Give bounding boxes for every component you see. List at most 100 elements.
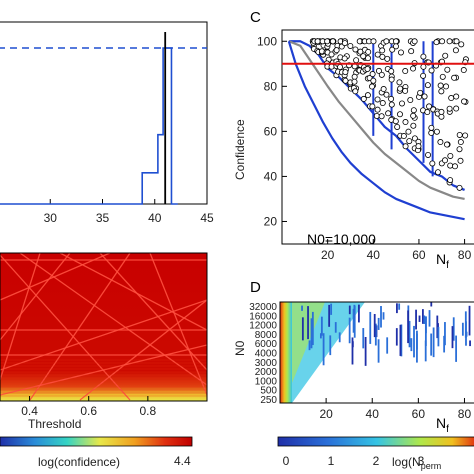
panel-c-point — [388, 68, 395, 75]
panel-d-cell — [364, 336, 367, 366]
panel-c-point — [370, 38, 377, 45]
panel-b-ridge — [79, 299, 207, 401]
panel-c-point — [411, 38, 418, 45]
panel-c-x-tick-label: 40 — [367, 248, 381, 262]
panel-c-point — [374, 51, 381, 58]
panel-c-point — [437, 139, 444, 146]
panel-d-cell — [423, 315, 426, 324]
panel-b-x-tick-label: 0.6 — [80, 404, 97, 418]
panel-d-cell — [464, 311, 467, 338]
panel-b-ridge — [0, 299, 207, 371]
panel-c-point — [379, 53, 386, 60]
panel-d-cell — [380, 306, 382, 328]
panel-c-point — [388, 95, 395, 102]
panel-c-point — [397, 49, 404, 56]
panel-c-point — [383, 38, 390, 45]
panel-c-point — [458, 41, 465, 48]
panel-c-point — [407, 97, 414, 104]
panel-d-cell — [428, 310, 431, 327]
panel-d-cell — [430, 333, 433, 356]
panel-d-x-tick-label: 60 — [412, 407, 426, 421]
panel-c-point — [428, 129, 435, 136]
panel-c-point — [394, 123, 401, 130]
panel-c-point — [457, 157, 464, 164]
panel-b-ridge — [0, 253, 41, 381]
panel-c-point — [352, 46, 359, 53]
panel-d-x-tick-label: 80 — [458, 407, 472, 421]
panel-d-heatmap — [280, 302, 471, 403]
panel-d-cell — [437, 326, 440, 347]
panel-c-point — [410, 122, 417, 129]
panel-b-x-axis-label: Threshold — [28, 417, 81, 431]
panel-d-cell — [455, 335, 458, 362]
panel-d-y-tick-label: 8000 — [255, 330, 278, 341]
panel-c-point — [385, 110, 392, 117]
panel-d-x-axis-label: Nf — [436, 415, 449, 435]
panel-d-colorbar — [277, 436, 474, 447]
panel-c-x-tick-label: 80 — [458, 248, 472, 262]
panel-c-point — [421, 93, 428, 100]
panel-c-point — [424, 82, 431, 89]
panel-c-point — [378, 71, 385, 78]
panel-a-x-tick-label: 30 — [44, 211, 58, 225]
panel-d-cell — [373, 313, 376, 338]
panel-c-point — [351, 78, 358, 85]
panel-d-cell — [400, 324, 403, 357]
panel-c-point — [406, 138, 413, 145]
panel-c-point — [378, 113, 385, 120]
panel-c-point — [333, 47, 340, 54]
panel-b-ridge — [0, 253, 111, 301]
panel-c-point — [451, 163, 458, 170]
panel-d-left-edge — [280, 302, 292, 403]
panel-c-point — [408, 48, 415, 55]
panel-c-letter: C — [250, 9, 261, 26]
panel-c-point — [398, 100, 405, 107]
panel-c-point — [365, 48, 372, 55]
panel-c-point — [462, 132, 469, 139]
panel-d-cell — [418, 315, 421, 322]
panel-c-point — [341, 40, 348, 47]
panel-c-point — [375, 67, 382, 74]
panel-c-point — [324, 38, 331, 45]
panel-c-point — [420, 53, 427, 60]
panel-c-point — [456, 184, 463, 191]
panel-c-point — [392, 43, 399, 50]
panel-b-ridge — [29, 253, 131, 401]
panel-c-scatter-points — [309, 38, 469, 191]
panel-c-point — [397, 85, 404, 92]
panel-c-point — [447, 152, 454, 159]
panel-c-point — [347, 42, 354, 49]
panel-c-point — [410, 112, 417, 119]
panel-c-point — [417, 89, 424, 96]
panel-c-point — [441, 157, 448, 164]
panel-c-point — [411, 135, 418, 142]
panel-c-point — [410, 65, 417, 72]
panel-d-cell — [351, 341, 354, 348]
panel-c-point — [384, 55, 391, 62]
panel-c-point — [352, 88, 359, 95]
panel-c-point — [388, 76, 395, 83]
panel-c-y-tick-label: 100 — [257, 34, 277, 48]
panel-d-cell — [301, 317, 304, 341]
panel-d-y-tick-label: 250 — [260, 395, 277, 406]
panel-d-cell — [311, 311, 314, 346]
panel-d-cell — [444, 322, 446, 346]
panel-c-point — [453, 105, 460, 112]
panel-d-y-tick-label: 32000 — [249, 302, 277, 313]
panel-d: D 32000160001200080006000400030002000100… — [233, 279, 474, 471]
panel-d-y-axis-label: N0 — [233, 340, 247, 356]
panel-d-cell — [413, 325, 415, 358]
panel-b-x-tick-label: 0.4 — [21, 404, 38, 418]
panel-c-point — [405, 128, 412, 135]
panel-c-y-tick-label: 80 — [264, 79, 278, 93]
panel-d-colorbar-label-main: log(N — [392, 455, 421, 469]
panel-c-point — [415, 143, 422, 150]
panel-d-cell — [301, 305, 303, 311]
panel-c-annotation: N0=10,000 — [307, 231, 376, 247]
panel-c-point — [434, 169, 441, 176]
panel-c-x-tick-label: 20 — [321, 248, 335, 262]
panel-c-y-tick-label: 20 — [264, 214, 278, 228]
panel-d-cell — [319, 333, 322, 339]
panel-d-cell — [348, 317, 351, 344]
panel-d-y-tick-label: 3000 — [255, 358, 278, 369]
